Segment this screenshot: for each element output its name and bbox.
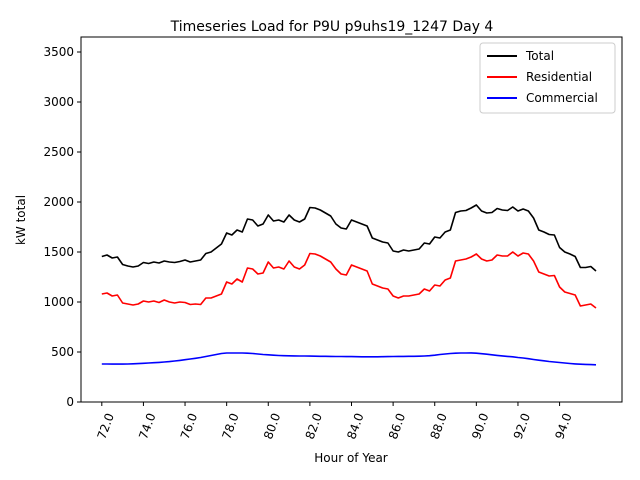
legend-label-commercial: Commercial [526,91,598,105]
plot-lines [101,204,597,366]
y-tick-label: 2500 [43,145,74,159]
y-tick-label: 1500 [43,245,74,259]
legend-box [479,42,616,114]
y-tick-label: 1000 [43,295,74,309]
y-tick-label: 0 [66,395,74,409]
y-tick-label: 3500 [43,45,74,59]
series-line-total [101,204,597,272]
x-axis-label: Hour of Year [314,451,388,465]
y-tick-label: 500 [51,345,74,359]
series-line-commercial [101,352,597,366]
y-tick-label: 2000 [43,195,74,209]
legend-label-residential: Residential [526,70,592,84]
y-axis-label: kW total [14,195,28,245]
legend: Total Residential Commercial [479,42,616,114]
chart-title: Timeseries Load for P9U p9uhs19_1247 Day… [170,19,494,35]
y-tick-label: 3000 [43,95,74,109]
y-axis: 0 500 1000 1500 2000 2500 3000 3500 [43,45,81,409]
series-line-residential [101,251,597,309]
legend-label-total: Total [525,49,554,63]
